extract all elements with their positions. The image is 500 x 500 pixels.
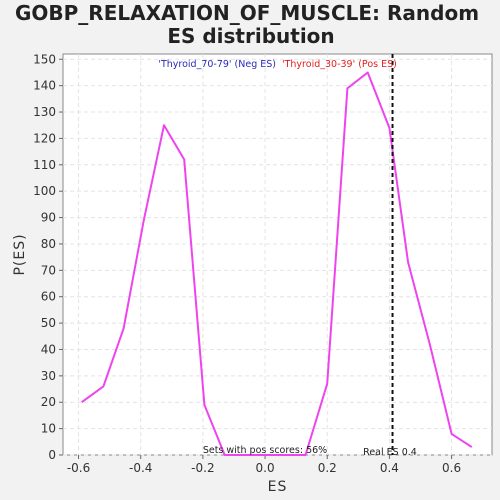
y-tick-label: 120 bbox=[33, 131, 56, 145]
axes: 0 10 20 30 40 50 60 70 80 90 100 110 120 130 140 150 -0.… bbox=[33, 52, 461, 475]
pos-scores-annotation: Sets with pos scores: 56% bbox=[203, 445, 327, 456]
chart-title-line-1: GOBP_RELAXATION_OF_MUSCLE: Random bbox=[15, 1, 479, 25]
x-tick-label: 0.6 bbox=[442, 461, 461, 475]
x-axis-label: ES bbox=[268, 479, 288, 495]
series-layer bbox=[81, 71, 473, 456]
y-tick-label: 140 bbox=[33, 79, 56, 93]
y-tick-label: 30 bbox=[41, 369, 56, 383]
y-tick-label: 10 bbox=[41, 422, 56, 436]
series-line bbox=[81, 71, 473, 456]
y-tick-label: 80 bbox=[41, 237, 56, 251]
x-tick-label: 0.4 bbox=[380, 461, 399, 475]
y-axis-label: P(ES) bbox=[12, 233, 28, 275]
x-tick-label: 0.0 bbox=[256, 461, 275, 475]
y-tick-label: 70 bbox=[41, 263, 56, 277]
y-tick-label: 20 bbox=[41, 395, 56, 409]
grid-lines bbox=[63, 54, 492, 456]
y-tick-label: 50 bbox=[41, 316, 56, 330]
y-tick-label: 0 bbox=[48, 448, 56, 462]
y-tick-label: 90 bbox=[41, 211, 56, 225]
y-tick-label: 130 bbox=[33, 105, 56, 119]
y-tick-label: 150 bbox=[33, 52, 56, 66]
legend-entry-neg-es: 'Thyroid_70-79' (Neg ES) bbox=[158, 59, 276, 70]
chart-title-line-2: ES distribution bbox=[167, 24, 334, 48]
real-es-annotation: Real ES 0.4 bbox=[363, 447, 417, 458]
x-tick-label: 0.2 bbox=[318, 461, 337, 475]
y-tick-label: 60 bbox=[41, 290, 56, 304]
y-tick-label: 100 bbox=[33, 184, 56, 198]
x-tick-label: -0.6 bbox=[67, 461, 90, 475]
y-tick-label: 110 bbox=[33, 158, 56, 172]
x-tick-label: -0.4 bbox=[129, 461, 152, 475]
plot-area bbox=[62, 53, 493, 456]
y-tick-label: 40 bbox=[41, 342, 56, 356]
x-tick-label: -0.2 bbox=[191, 461, 214, 475]
legend-entry-pos-es: 'Thyroid_30-39' (Pos ES) bbox=[282, 59, 397, 70]
